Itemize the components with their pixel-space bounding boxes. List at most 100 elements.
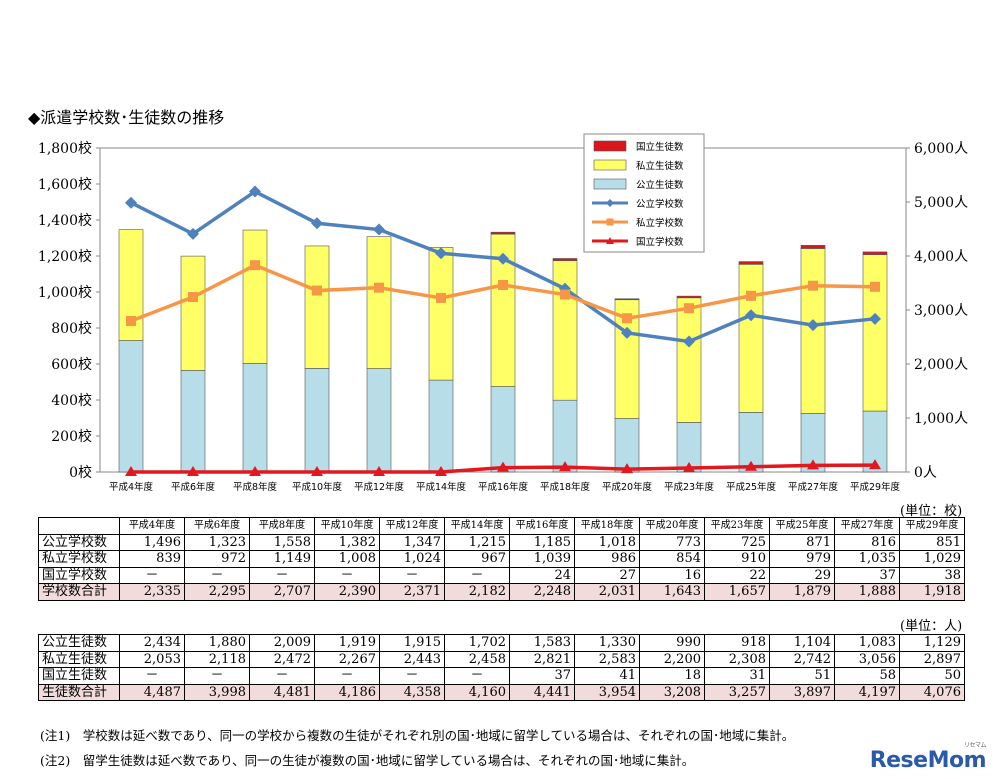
table-cell: 4,186	[314, 683, 380, 701]
table-cell: 871	[769, 533, 835, 551]
table-header-cell: 平成20年度	[639, 517, 705, 535]
table-row: 国立学校数－－－－－－ 24 27 16 22 29 37 38	[38, 566, 965, 584]
table-cell: 3,897	[769, 683, 835, 701]
legend-label: 私立学校数	[636, 217, 684, 229]
table-cell: 3,208	[639, 683, 705, 701]
bar-segment	[614, 299, 640, 419]
x-axis-category-label: 平成12年度	[354, 481, 405, 493]
bar-segment	[614, 298, 640, 301]
bar-segment	[118, 340, 144, 473]
x-axis-category-label: 平成6年度	[171, 481, 216, 493]
x-axis-category-label: 平成4年度	[109, 481, 154, 493]
table-cell: 2,031	[574, 583, 640, 601]
table-cell: 37	[834, 566, 900, 584]
table-header-cell: 平成16年度	[509, 517, 575, 535]
left-axis-tick-label: 1,200校	[38, 248, 92, 265]
line-marker	[187, 227, 199, 240]
bar-segment	[676, 297, 702, 423]
school-table: 平成4年度 平成6年度 平成8年度 平成10年度 平成12年度 平成14年度 平成16年度平…	[38, 517, 965, 601]
left-axis-tick-label: 0校	[69, 464, 92, 481]
table-cell: 4,481	[249, 683, 315, 701]
legend-label: 国立学校数	[636, 236, 684, 248]
table-cell: －	[379, 667, 445, 685]
bar-segment	[242, 363, 268, 473]
line-marker	[683, 462, 695, 473]
table-cell: 4,441	[509, 683, 575, 701]
table-cell: 2,821	[509, 650, 575, 668]
line-marker	[311, 466, 323, 476]
table-cell: 1,888	[834, 583, 900, 601]
legend-label: 公立学校数	[636, 198, 684, 210]
line-marker	[498, 279, 508, 290]
legend-swatch	[593, 178, 627, 190]
table-header-cell: 平成23年度	[704, 517, 770, 535]
left-axis-tick-label: 1,800校	[38, 140, 92, 157]
line-marker	[435, 466, 447, 476]
table-cell: －	[314, 667, 380, 685]
table-row: 学校数合計 2,335 2,295 2,707 2,390 2,371 2,182 2,248…	[38, 583, 965, 601]
table-corner-cell	[38, 517, 120, 535]
table-cell: 1,919	[314, 634, 380, 652]
x-axis-category-label: 平成27年度	[788, 481, 839, 493]
x-axis-category-label: 平成29年度	[850, 481, 901, 493]
line-marker	[745, 309, 757, 322]
table-cell: 18	[639, 667, 705, 685]
bar-segment	[366, 236, 392, 369]
line-marker	[249, 466, 261, 476]
legend-swatch	[593, 159, 627, 171]
table-cell: 4,358	[379, 683, 445, 701]
table-cell: 979	[769, 550, 835, 568]
table-cell: 2,897	[899, 650, 965, 668]
x-axis-category-label: 平成16年度	[478, 481, 529, 493]
table-cell: 3,998	[184, 683, 250, 701]
table-cell: 910	[704, 550, 770, 568]
table-cell: 3,056	[834, 650, 900, 668]
line-marker	[559, 461, 571, 472]
legend-marker	[606, 199, 614, 207]
table-cell: 1,008	[314, 550, 380, 568]
table-row-label: 国立生徒数	[38, 667, 120, 685]
bar-segment	[676, 295, 702, 299]
bar-segment	[304, 368, 330, 473]
line-marker	[870, 281, 880, 292]
table-cell: 1,496	[119, 533, 185, 551]
table-cell: 58	[834, 667, 900, 685]
table-cell: －	[379, 566, 445, 584]
table-cell: －	[184, 566, 250, 584]
table-row: 公立生徒数 2,434 1,880 2,009 1,919 1,915 1,702 1,583…	[38, 634, 965, 652]
line-marker	[497, 461, 509, 472]
left-axis-tick-label: 1,000校	[38, 284, 92, 301]
table-cell: 854	[639, 550, 705, 568]
table-cell: 1,185	[509, 533, 575, 551]
table-cell: 41	[574, 667, 640, 685]
line-marker	[808, 280, 818, 291]
table-cell: 2,443	[379, 650, 445, 668]
table-header-cell: 平成14年度	[444, 517, 510, 535]
bar-segment	[490, 386, 516, 473]
table-cell: 29	[769, 566, 835, 584]
table-cell: 1,149	[249, 550, 315, 568]
x-axis-category-label: 平成8年度	[233, 481, 278, 493]
table-cell: 38	[899, 566, 965, 584]
legend-marker	[606, 237, 614, 244]
table-cell: 990	[639, 634, 705, 652]
table-header-cell: 平成29年度	[899, 517, 965, 535]
right-axis-tick-label: 0人	[914, 465, 937, 481]
line-marker	[869, 459, 881, 470]
table-cell: 2,118	[184, 650, 250, 668]
table-cell: 1,083	[834, 634, 900, 652]
table-cell: 773	[639, 533, 705, 551]
table-row: 私立生徒数 2,053 2,118 2,472 2,267 2,443 2,458 2,821…	[38, 650, 965, 668]
legend-box	[583, 133, 705, 253]
table-header-row: 平成4年度 平成6年度 平成8年度 平成10年度 平成12年度 平成14年度 平成16年度平…	[38, 517, 965, 535]
table-cell: 2,335	[119, 583, 185, 601]
table-cell: 1,018	[574, 533, 640, 551]
table-cell: 1,347	[379, 533, 445, 551]
table-cell: 2,267	[314, 650, 380, 668]
line-marker	[807, 459, 819, 470]
table-header-cell: 平成27年度	[834, 517, 900, 535]
line-marker	[869, 312, 881, 325]
school-table-unit: (単位：校)	[900, 504, 963, 519]
bar-segment	[428, 247, 454, 381]
left-axis-tick-label: 600校	[51, 356, 92, 373]
